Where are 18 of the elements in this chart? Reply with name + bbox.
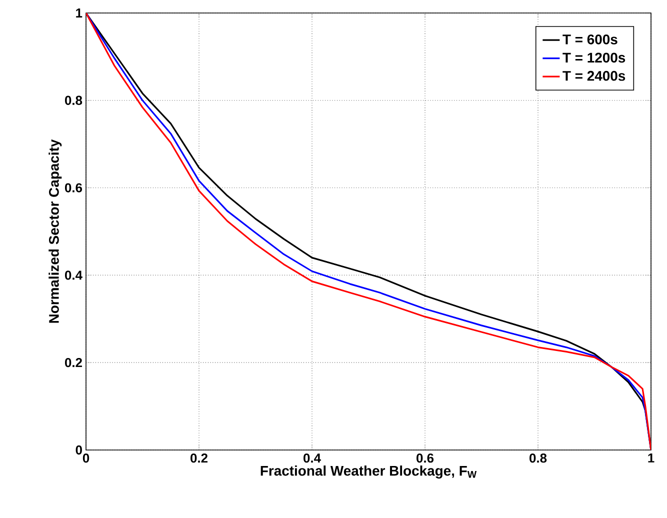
y-axis-title: Normalized Sector Capacity xyxy=(48,139,62,323)
y-tick-label: 1 xyxy=(76,8,82,18)
y-tick-label: 0.6 xyxy=(65,183,82,192)
line-series xyxy=(86,12,652,450)
x-axis-title: Fractional Weather Blockage, F$_{W}$ xyxy=(260,466,477,479)
y-tick-label: 0.2 xyxy=(65,358,82,368)
x-tick-label: 1 xyxy=(648,454,654,462)
x-tick-label: 0.2 xyxy=(190,454,208,463)
legend-label: T = 1200s xyxy=(562,52,626,63)
legend-label: T = 600s xyxy=(562,34,618,44)
y-tick-label: 0.8 xyxy=(65,96,82,105)
x-tick-label: 0.6 xyxy=(416,454,434,463)
y-tick-label: 0.4 xyxy=(65,270,82,280)
x-tick-label: 0 xyxy=(82,454,90,463)
x-tick-label: 0.8 xyxy=(530,454,547,463)
y-tick-label: 0 xyxy=(76,445,82,455)
x-tick-label: 0.4 xyxy=(304,454,321,463)
legend-label: T = 2400s xyxy=(562,70,626,81)
